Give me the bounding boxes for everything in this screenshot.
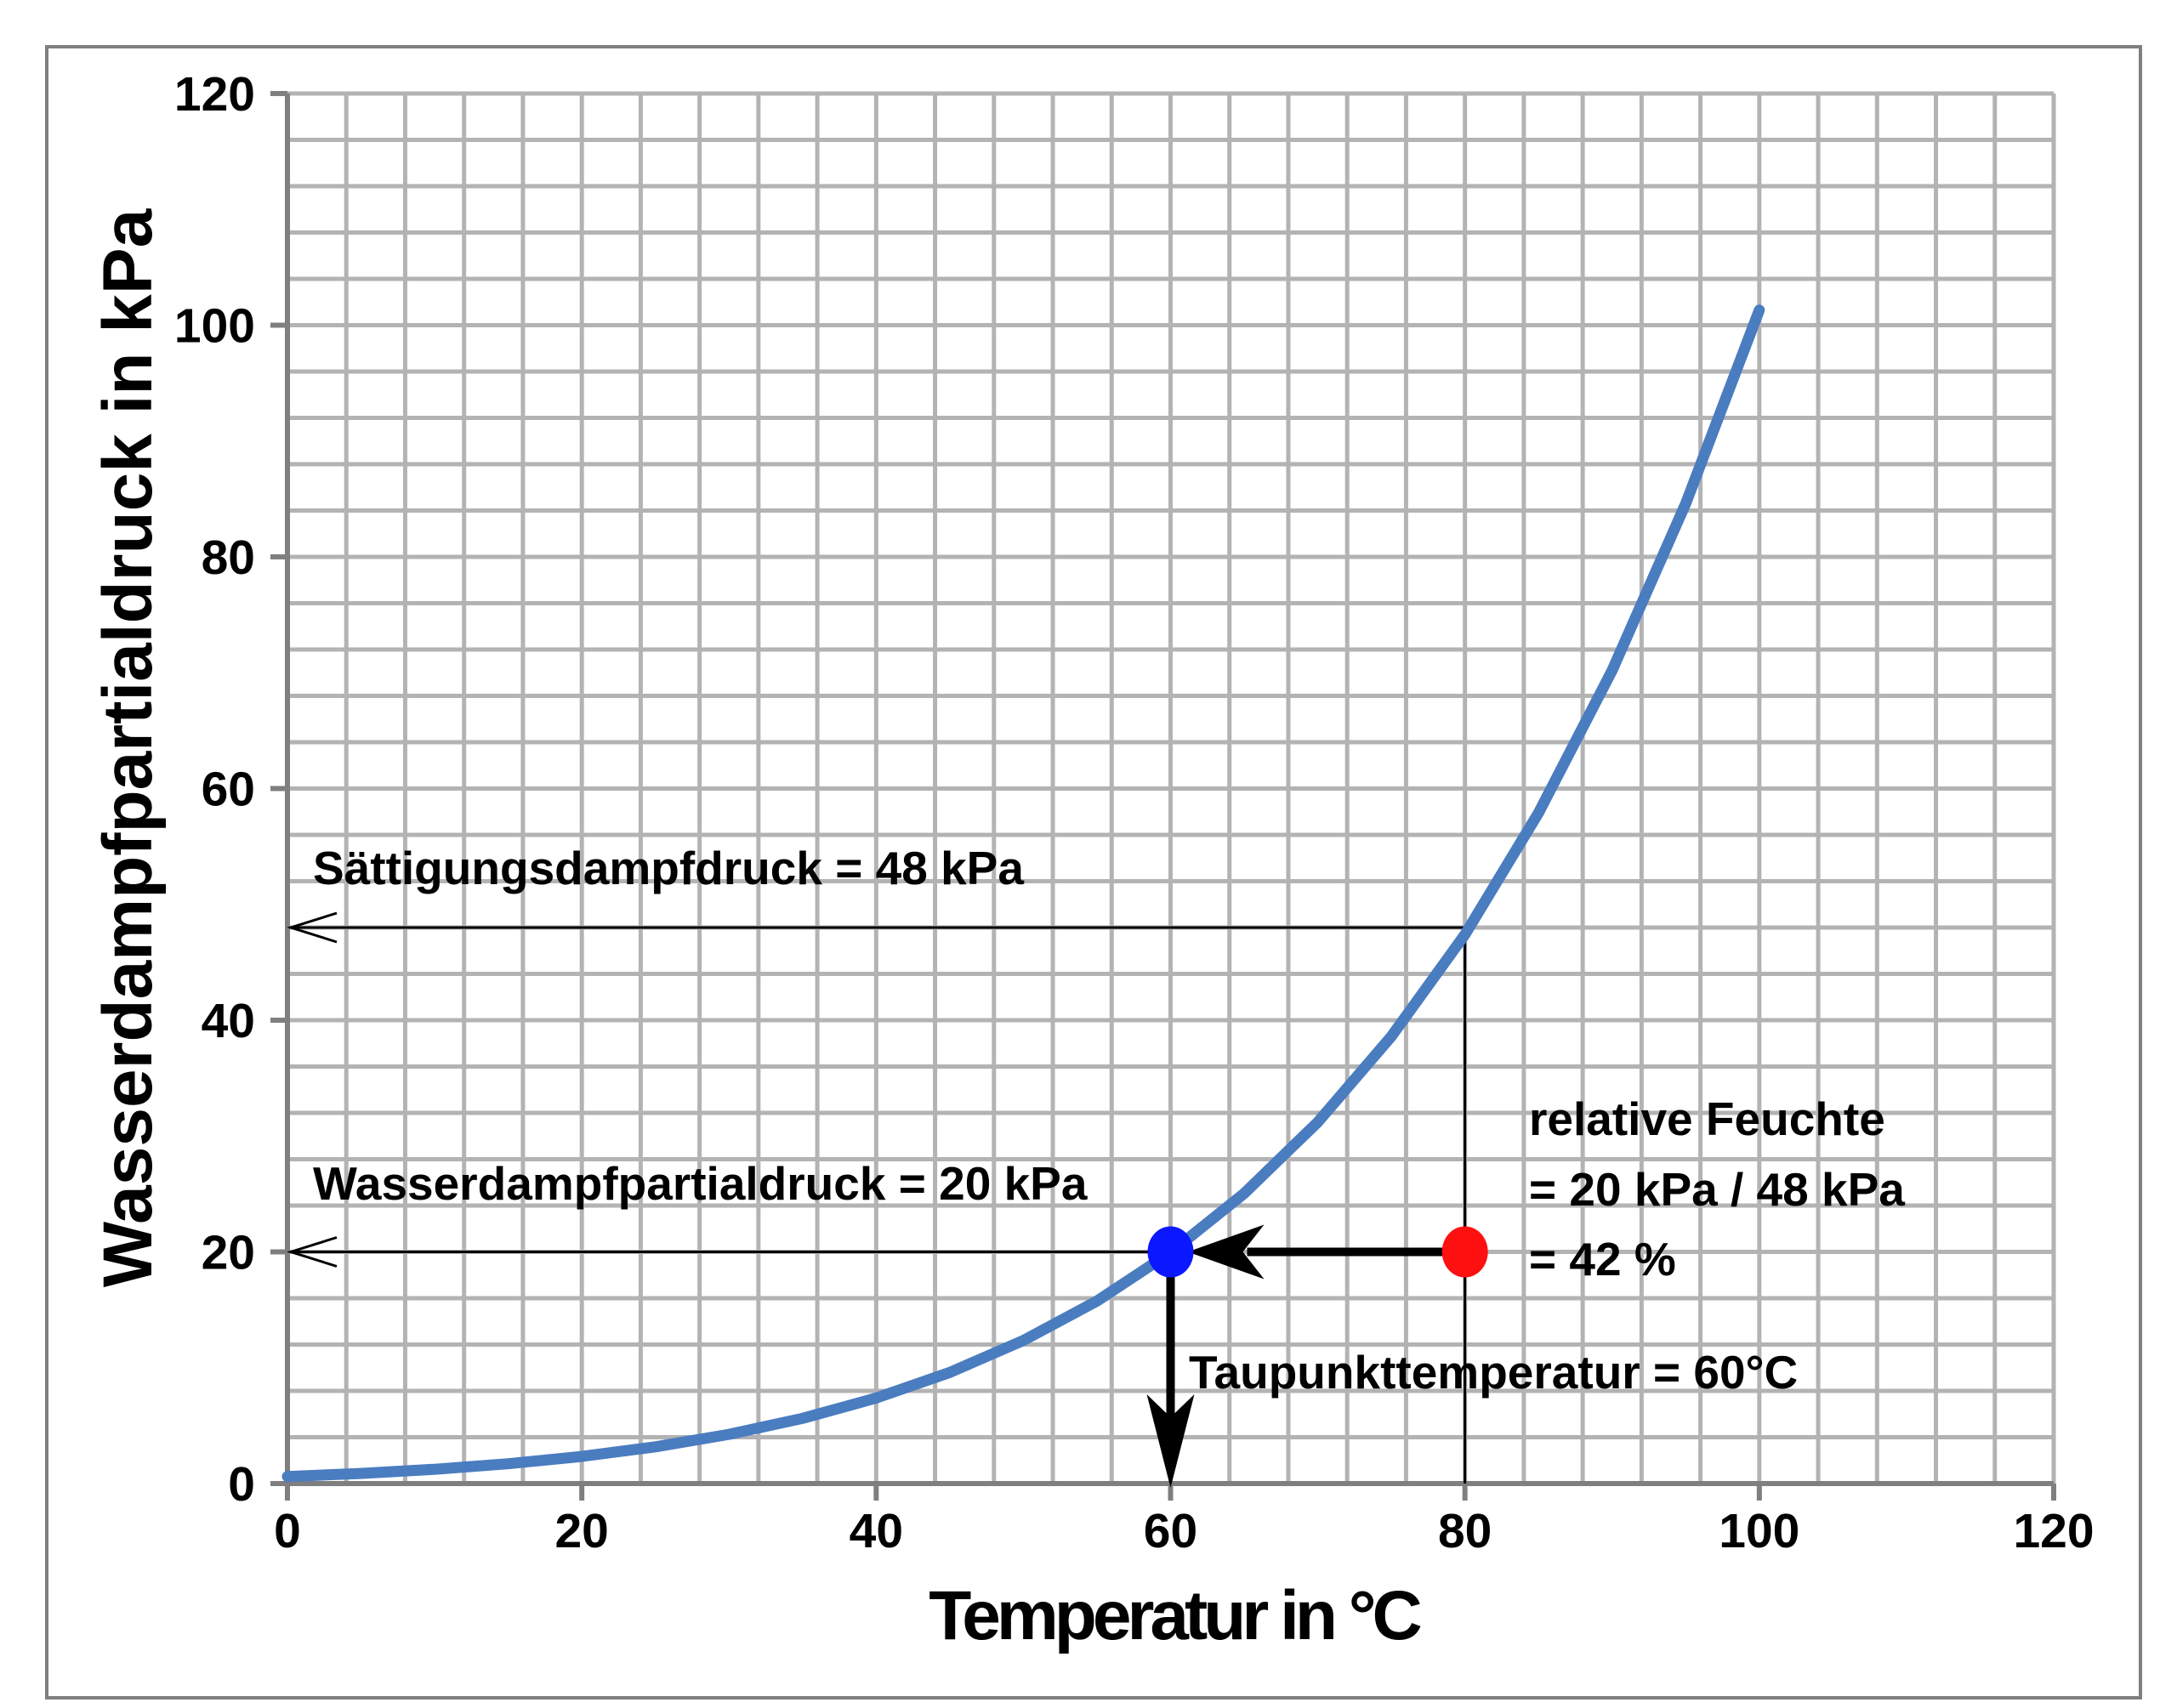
saturation-curve (281, 304, 1765, 1483)
current-state-marker (1441, 1226, 1488, 1278)
annotation-saturation: Sättigungsdampfdruck = 48 kPa (313, 842, 1024, 894)
y-tick-label: 0 (228, 1457, 255, 1512)
y-tick-label: 20 (202, 1226, 255, 1280)
x-tick-label: 20 (554, 1504, 608, 1558)
y-tick-label: 40 (202, 994, 255, 1048)
x-tick-label: 40 (850, 1504, 903, 1558)
annotation-rh-line1: relative Feuchte (1529, 1092, 1885, 1145)
x-tick-label: 60 (1144, 1504, 1197, 1558)
annotation-dewpoint: Taupunkttemperatur = 60°C (1189, 1346, 1798, 1399)
y-tick-label: 100 (174, 299, 255, 354)
tick-labels: 0 20 40 60 80 100 120 0 20 40 60 80 100 120 (174, 67, 2095, 1558)
x-tick-label: 120 (2013, 1504, 2094, 1558)
y-tick-label: 120 (174, 67, 255, 122)
x-tick-label: 100 (1719, 1504, 1799, 1558)
x-axis-title: Temperatur in °C (929, 1577, 1420, 1654)
dew-point-marker (1147, 1226, 1194, 1278)
vertical-arrowhead (1146, 1394, 1195, 1488)
chart-border (45, 45, 2142, 1699)
horizontal-arrowhead (1187, 1224, 1265, 1280)
y-axis-title: Wasserdampfpartialdruck in kPa (89, 207, 167, 1287)
x-tick-label: 0 (274, 1504, 301, 1558)
markers (1147, 1226, 1488, 1278)
dew-point-arrows (1146, 1224, 1465, 1488)
y-tick-label: 80 (202, 531, 255, 585)
partial-guide-arrowhead (287, 1236, 338, 1268)
saturation-guide-arrowhead (287, 911, 338, 944)
annotation-rh-line2: = 20 kPa / 48 kPa (1529, 1163, 1905, 1216)
annotation-partial: Wasserdampfpartialdruck = 20 kPa (313, 1157, 1088, 1210)
annotation-rh-line3: = 42 % (1529, 1233, 1676, 1285)
y-tick-label: 60 (202, 763, 255, 817)
guide-lines (287, 911, 1467, 1484)
x-tick-label: 80 (1438, 1504, 1492, 1558)
